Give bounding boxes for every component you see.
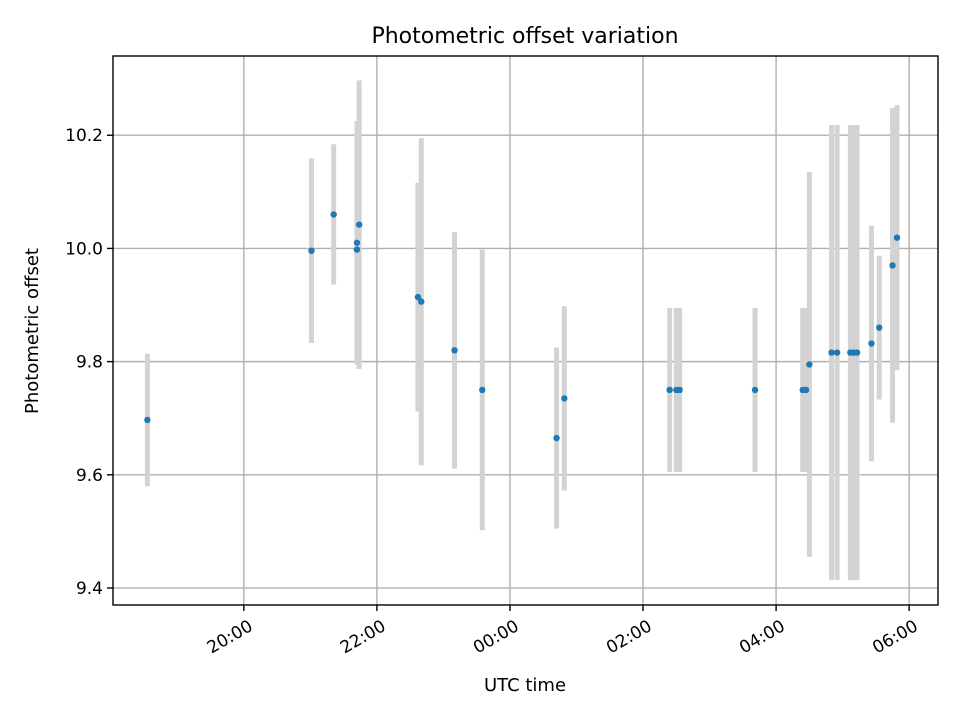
- y-axis-label: Photometric offset: [22, 248, 43, 414]
- grid: [113, 56, 938, 605]
- data-point: [353, 239, 361, 246]
- x-axis-label: UTC time: [484, 675, 566, 696]
- plot-area-frame: [112, 55, 939, 606]
- data-point: [451, 347, 458, 354]
- data-point: [414, 293, 422, 301]
- data-point: [355, 221, 363, 228]
- y-tick-label: 9.4: [76, 579, 103, 599]
- data-point: [330, 211, 337, 218]
- data-point: [868, 340, 875, 347]
- data-point: [853, 349, 861, 356]
- data-point: [676, 386, 683, 394]
- data-point: [833, 349, 841, 356]
- data-point: [889, 262, 896, 269]
- y-tick-label: 10.2: [65, 126, 103, 146]
- data-point: [802, 386, 810, 394]
- data-point: [876, 324, 883, 331]
- data-point: [806, 361, 813, 368]
- y-tick-label: 10.0: [65, 239, 103, 259]
- data-point: [479, 386, 486, 394]
- data-points: [144, 211, 901, 442]
- data-point: [893, 234, 901, 241]
- chart-title: Photometric offset variation: [371, 24, 678, 49]
- y-tick-label: 9.6: [76, 466, 103, 486]
- y-axis-ticks: 9.4 9.6 9.8 10.0 10.2: [65, 126, 113, 599]
- data-point: [418, 298, 425, 305]
- data-point: [308, 247, 315, 254]
- data-point: [144, 416, 151, 424]
- data-point: [666, 386, 673, 394]
- data-point: [353, 246, 361, 253]
- data-point: [553, 434, 560, 442]
- data-point: [828, 349, 835, 356]
- data-point: [751, 386, 759, 394]
- data-point: [561, 395, 568, 402]
- y-tick-label: 9.8: [76, 353, 103, 373]
